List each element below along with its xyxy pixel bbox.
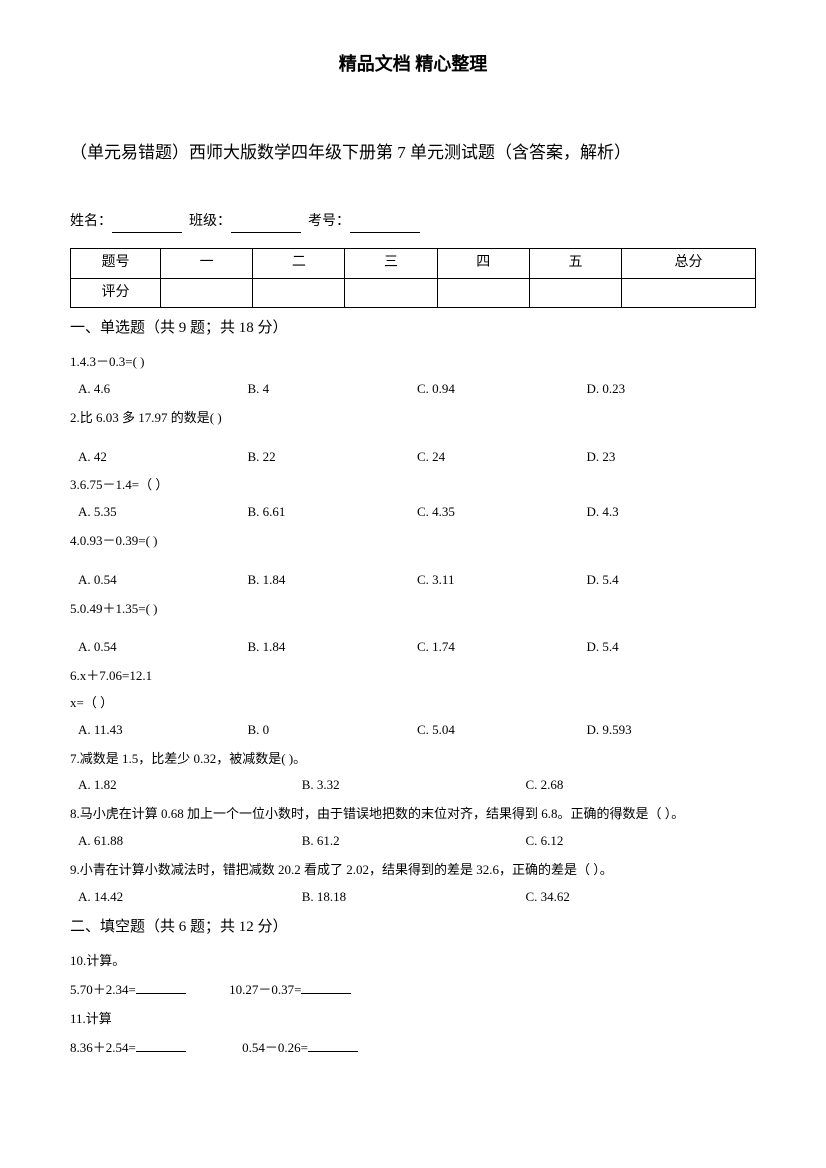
class-blank[interactable]: [231, 217, 301, 233]
question-11-calc: 8.36＋2.54= 0.54－0.26=: [70, 1038, 756, 1059]
question-9-options: A. 14.42 B. 18.18 C. 34.62: [70, 887, 756, 908]
table-cell: 三: [345, 249, 437, 278]
table-cell: 题号: [71, 249, 161, 278]
option-b[interactable]: B. 61.2: [302, 831, 526, 852]
table-cell[interactable]: [345, 278, 437, 307]
option-a[interactable]: A. 5.35: [78, 502, 248, 523]
table-cell: 一: [161, 249, 253, 278]
option-d[interactable]: D. 9.593: [587, 720, 757, 741]
table-cell[interactable]: [529, 278, 621, 307]
option-b[interactable]: B. 18.18: [302, 887, 526, 908]
question-7: 7.减数是 1.5，比差少 0.32，被减数是( )。: [70, 749, 756, 770]
answer-blank[interactable]: [308, 1038, 358, 1052]
question-6-part2: x=（ ）: [70, 693, 756, 714]
page-header: 精品文档 精心整理: [70, 50, 756, 79]
table-cell[interactable]: [437, 278, 529, 307]
option-c[interactable]: C. 4.35: [417, 502, 587, 523]
question-8-options: A. 61.88 B. 61.2 C. 6.12: [70, 831, 756, 852]
question-5-options: A. 0.54 B. 1.84 C. 1.74 D. 5.4: [70, 637, 756, 658]
option-b[interactable]: B. 6.61: [248, 502, 418, 523]
question-1-options: A. 4.6 B. 4 C. 0.94 D. 0.23: [70, 379, 756, 400]
section-2-title: 二、填空题（共 6 题；共 12 分）: [70, 915, 756, 939]
option-d[interactable]: D. 4.3: [587, 502, 757, 523]
table-cell: 五: [529, 249, 621, 278]
question-2-options: A. 42 B. 22 C. 24 D. 23: [70, 447, 756, 468]
option-d[interactable]: D. 0.23: [587, 379, 757, 400]
question-6: 6.x＋7.06=12.1: [70, 666, 756, 687]
option-b[interactable]: B. 1.84: [248, 637, 418, 658]
name-label: 姓名：: [70, 214, 112, 229]
name-blank[interactable]: [112, 217, 182, 233]
answer-blank[interactable]: [136, 1038, 186, 1052]
question-3-options: A. 5.35 B. 6.61 C. 4.35 D. 4.3: [70, 502, 756, 523]
option-c[interactable]: C. 1.74: [417, 637, 587, 658]
table-cell: 四: [437, 249, 529, 278]
option-a[interactable]: A. 1.82: [78, 775, 302, 796]
question-2: 2.比 6.03 多 17.97 的数是( ): [70, 408, 756, 429]
question-7-options: A. 1.82 B. 3.32 C. 2.68: [70, 775, 756, 796]
option-a[interactable]: A. 42: [78, 447, 248, 468]
calc-expr: 5.70＋2.34=: [70, 982, 136, 997]
option-c[interactable]: C. 24: [417, 447, 587, 468]
option-b[interactable]: B. 4: [248, 379, 418, 400]
question-1: 1.4.3－0.3=( ): [70, 352, 756, 373]
table-cell[interactable]: [253, 278, 345, 307]
table-row: 评分: [71, 278, 756, 307]
question-3: 3.6.75－1.4=（ ）: [70, 475, 756, 496]
table-cell: 二: [253, 249, 345, 278]
table-cell: 总分: [622, 249, 756, 278]
student-info-line: 姓名： 班级： 考号：: [70, 211, 756, 233]
question-4: 4.0.93－0.39=( ): [70, 531, 756, 552]
option-b[interactable]: B. 22: [248, 447, 418, 468]
calc-expr: 10.27－0.37=: [229, 982, 301, 997]
question-6-options: A. 11.43 B. 0 C. 5.04 D. 9.593: [70, 720, 756, 741]
option-c[interactable]: C. 6.12: [525, 831, 749, 852]
table-cell[interactable]: [622, 278, 756, 307]
question-10: 10.计算。: [70, 951, 756, 972]
exam-no-label: 考号：: [308, 214, 350, 229]
option-a[interactable]: A. 4.6: [78, 379, 248, 400]
option-d[interactable]: D. 5.4: [587, 637, 757, 658]
question-4-options: A. 0.54 B. 1.84 C. 3.11 D. 5.4: [70, 570, 756, 591]
answer-blank[interactable]: [136, 980, 186, 994]
question-8: 8.马小虎在计算 0.68 加上一个一位小数时，由于错误地把数的末位对齐，结果得…: [70, 804, 756, 825]
option-c[interactable]: C. 5.04: [417, 720, 587, 741]
exam-no-blank[interactable]: [350, 217, 420, 233]
table-cell[interactable]: [161, 278, 253, 307]
table-cell: 评分: [71, 278, 161, 307]
calc-expr: 0.54－0.26=: [242, 1040, 308, 1055]
option-b[interactable]: B. 3.32: [302, 775, 526, 796]
question-11: 11.计算: [70, 1009, 756, 1030]
option-c[interactable]: C. 3.11: [417, 570, 587, 591]
class-label: 班级：: [189, 214, 231, 229]
calc-expr: 8.36＋2.54=: [70, 1040, 136, 1055]
option-b[interactable]: B. 0: [248, 720, 418, 741]
option-c[interactable]: C. 2.68: [525, 775, 749, 796]
section-1-title: 一、单选题（共 9 题；共 18 分）: [70, 316, 756, 340]
option-a[interactable]: A. 11.43: [78, 720, 248, 741]
answer-blank[interactable]: [301, 980, 351, 994]
option-c[interactable]: C. 34.62: [525, 887, 749, 908]
option-c[interactable]: C. 0.94: [417, 379, 587, 400]
question-5: 5.0.49＋1.35=( ): [70, 599, 756, 620]
question-9: 9.小青在计算小数减法时，错把减数 20.2 看成了 2.02，结果得到的差是 …: [70, 860, 756, 881]
option-d[interactable]: D. 5.4: [587, 570, 757, 591]
option-a[interactable]: A. 14.42: [78, 887, 302, 908]
question-10-calc: 5.70＋2.34= 10.27－0.37=: [70, 980, 756, 1001]
score-table: 题号 一 二 三 四 五 总分 评分: [70, 248, 756, 308]
option-a[interactable]: A. 0.54: [78, 637, 248, 658]
option-b[interactable]: B. 1.84: [248, 570, 418, 591]
option-d[interactable]: D. 23: [587, 447, 757, 468]
option-a[interactable]: A. 61.88: [78, 831, 302, 852]
table-row: 题号 一 二 三 四 五 总分: [71, 249, 756, 278]
exam-title: （单元易错题）西师大版数学四年级下册第 7 单元测试题（含答案，解析）: [70, 139, 756, 166]
option-a[interactable]: A. 0.54: [78, 570, 248, 591]
